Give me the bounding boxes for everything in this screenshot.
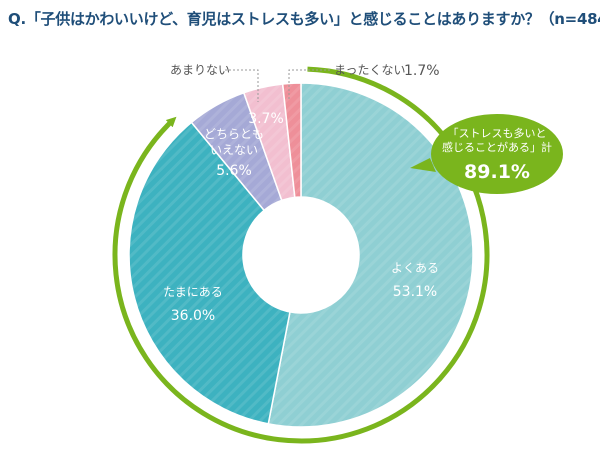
slice-dochira-texture [191,92,282,211]
label-mattaku-value: 1.7% [404,63,440,79]
callout-line-2: 感じることがある」計 [442,140,552,154]
leader-line-amari [225,69,259,102]
label-tama-name: たまにある [163,285,223,299]
total-callout: 「ストレスも多いと 感じることがある」計 89.1% [410,114,563,194]
callout-line-1: 「ストレスも多いと [448,126,547,140]
callout-pointer [410,158,436,172]
label-tama-value: 36.0% [171,308,215,324]
label-amari-value: 3.7% [248,111,284,127]
label-dochira-value: 5.6% [216,163,252,179]
slice-tama-texture [129,122,290,424]
label-yoku-value: 53.1% [393,284,437,300]
label-mattaku-name: まったくない [334,63,406,77]
slice-mattaku-texture [282,83,301,198]
label-amari-name: あまりない [170,63,230,77]
leader-line-mattaku [288,69,330,100]
chart-title: Q.「子供はかわいいけど、育児はストレスも多い」と感じることはありますか？（n=… [8,10,600,28]
label-yoku-name: よくある [391,261,439,275]
label-dochira-name-1: どちらとも [204,127,264,141]
label-dochira-name-2: いえない [210,143,258,157]
callout-value: 89.1% [464,161,530,183]
slice-amari-texture [243,83,295,201]
callout-bubble [431,114,563,194]
donut-hole [243,197,359,313]
